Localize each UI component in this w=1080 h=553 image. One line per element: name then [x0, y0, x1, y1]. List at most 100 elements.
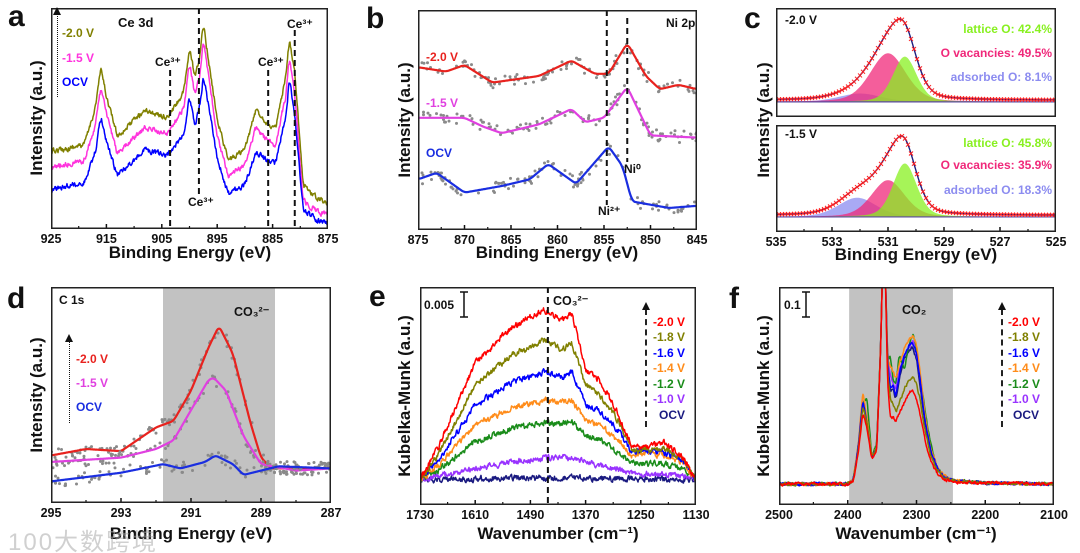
data-marker [884, 29, 890, 35]
data-marker [917, 65, 923, 71]
plot-canvas-f [779, 287, 1054, 505]
data-point [439, 113, 443, 117]
data-point [113, 446, 116, 450]
legend-f-item: OCV [1013, 408, 1040, 422]
data-marker [878, 40, 884, 46]
data-point [502, 180, 505, 184]
data-point [577, 58, 580, 62]
data-point [114, 453, 117, 457]
data-point [128, 463, 132, 467]
panel-letter-a: a [8, 0, 25, 33]
data-point [61, 461, 64, 465]
data-point [261, 460, 265, 464]
plot-area-d: 295 293 291 289 287 [41, 287, 341, 520]
data-point [470, 63, 473, 67]
increase-arrow-icon [65, 334, 73, 423]
data-marker [836, 198, 842, 204]
data-point [511, 131, 514, 135]
x-tick-label: 1730 [406, 508, 434, 522]
x-tick-label: 885 [262, 232, 284, 246]
data-point [87, 462, 90, 466]
x-tick-label: 1130 [682, 508, 710, 522]
legend-d-1-5v: -1.5 V [76, 376, 109, 390]
panel-f-ylabel: Kubelka-Munk (a.u.) [754, 315, 773, 477]
legend-f-item: -1.8 V [1008, 330, 1041, 344]
data-point [147, 470, 151, 474]
data-point [665, 203, 669, 207]
data-point [264, 471, 268, 475]
data-marker [827, 204, 833, 209]
data-point [57, 447, 60, 451]
data-point [659, 132, 662, 136]
data-point [495, 124, 499, 128]
data-point [163, 417, 167, 421]
panel-b-title: Ni 2p [666, 16, 696, 30]
data-point [206, 453, 210, 457]
data-point [669, 131, 673, 135]
data-point [254, 448, 257, 452]
data-point [307, 461, 310, 465]
plot-canvas-e [420, 287, 696, 505]
x-tick-label: 533 [821, 235, 843, 249]
data-point [278, 469, 282, 473]
plot-canvas-b [418, 10, 697, 230]
annotation-carbonate: CO₃²⁻ [553, 294, 589, 308]
data-point [266, 462, 269, 466]
plot-area-f: 2500 2400 2300 2200 2100 [765, 287, 1068, 522]
x-tick-label: 850 [640, 233, 661, 247]
data-point [639, 206, 642, 210]
data-point [420, 171, 424, 175]
data-point [53, 455, 57, 459]
data-point [64, 455, 68, 459]
plot-frame [51, 8, 328, 229]
legend-f-item: -2.0 V [1008, 315, 1041, 329]
data-marker [833, 200, 839, 206]
x-tick-label: 925 [40, 232, 62, 246]
x-tick-label: 1250 [626, 508, 655, 522]
fit-component [776, 163, 1056, 217]
data-point [164, 446, 167, 450]
data-point [88, 480, 91, 484]
data-point [217, 451, 220, 455]
data-point [162, 460, 166, 464]
plot-area-e: 1730 1610 1490 1370 1250 1130 [406, 287, 710, 522]
x-tick-label: 1370 [571, 508, 600, 522]
increase-arrow-icon [998, 302, 1006, 427]
series-line-18V [420, 337, 696, 482]
data-point [139, 465, 142, 469]
data-point [283, 462, 286, 466]
data-marker [935, 92, 941, 97]
data-marker [908, 151, 914, 156]
data-point [477, 191, 480, 195]
x-tick-label: 875 [317, 232, 339, 246]
fit-component [776, 197, 1056, 217]
data-point [245, 468, 249, 472]
data-point [173, 420, 176, 424]
data-point [220, 461, 224, 465]
data-point [583, 71, 586, 75]
legend-f-item: -1.6 V [1008, 346, 1041, 360]
data-marker [890, 141, 896, 147]
plot-canvas-a [51, 8, 328, 229]
data-point [609, 102, 613, 106]
data-point [285, 470, 288, 474]
legend-e-item: -1.6 V [653, 346, 686, 360]
data-point [429, 170, 433, 174]
data-point [563, 168, 567, 172]
data-marker [914, 56, 920, 62]
data-point [216, 331, 220, 335]
data-point [464, 60, 467, 64]
x-tick-label: 527 [989, 235, 1011, 249]
plot-frame [776, 8, 1056, 117]
data-point [471, 122, 475, 126]
data-point [455, 112, 459, 116]
data-marker [860, 180, 866, 186]
data-point [614, 95, 617, 99]
x-tick-label: 860 [547, 233, 568, 247]
x-tick-label: 915 [95, 232, 117, 246]
series-line-20V [779, 287, 1054, 487]
data-point [655, 128, 658, 132]
data-point [442, 113, 445, 117]
data-point [422, 113, 425, 117]
data-marker [839, 87, 845, 93]
